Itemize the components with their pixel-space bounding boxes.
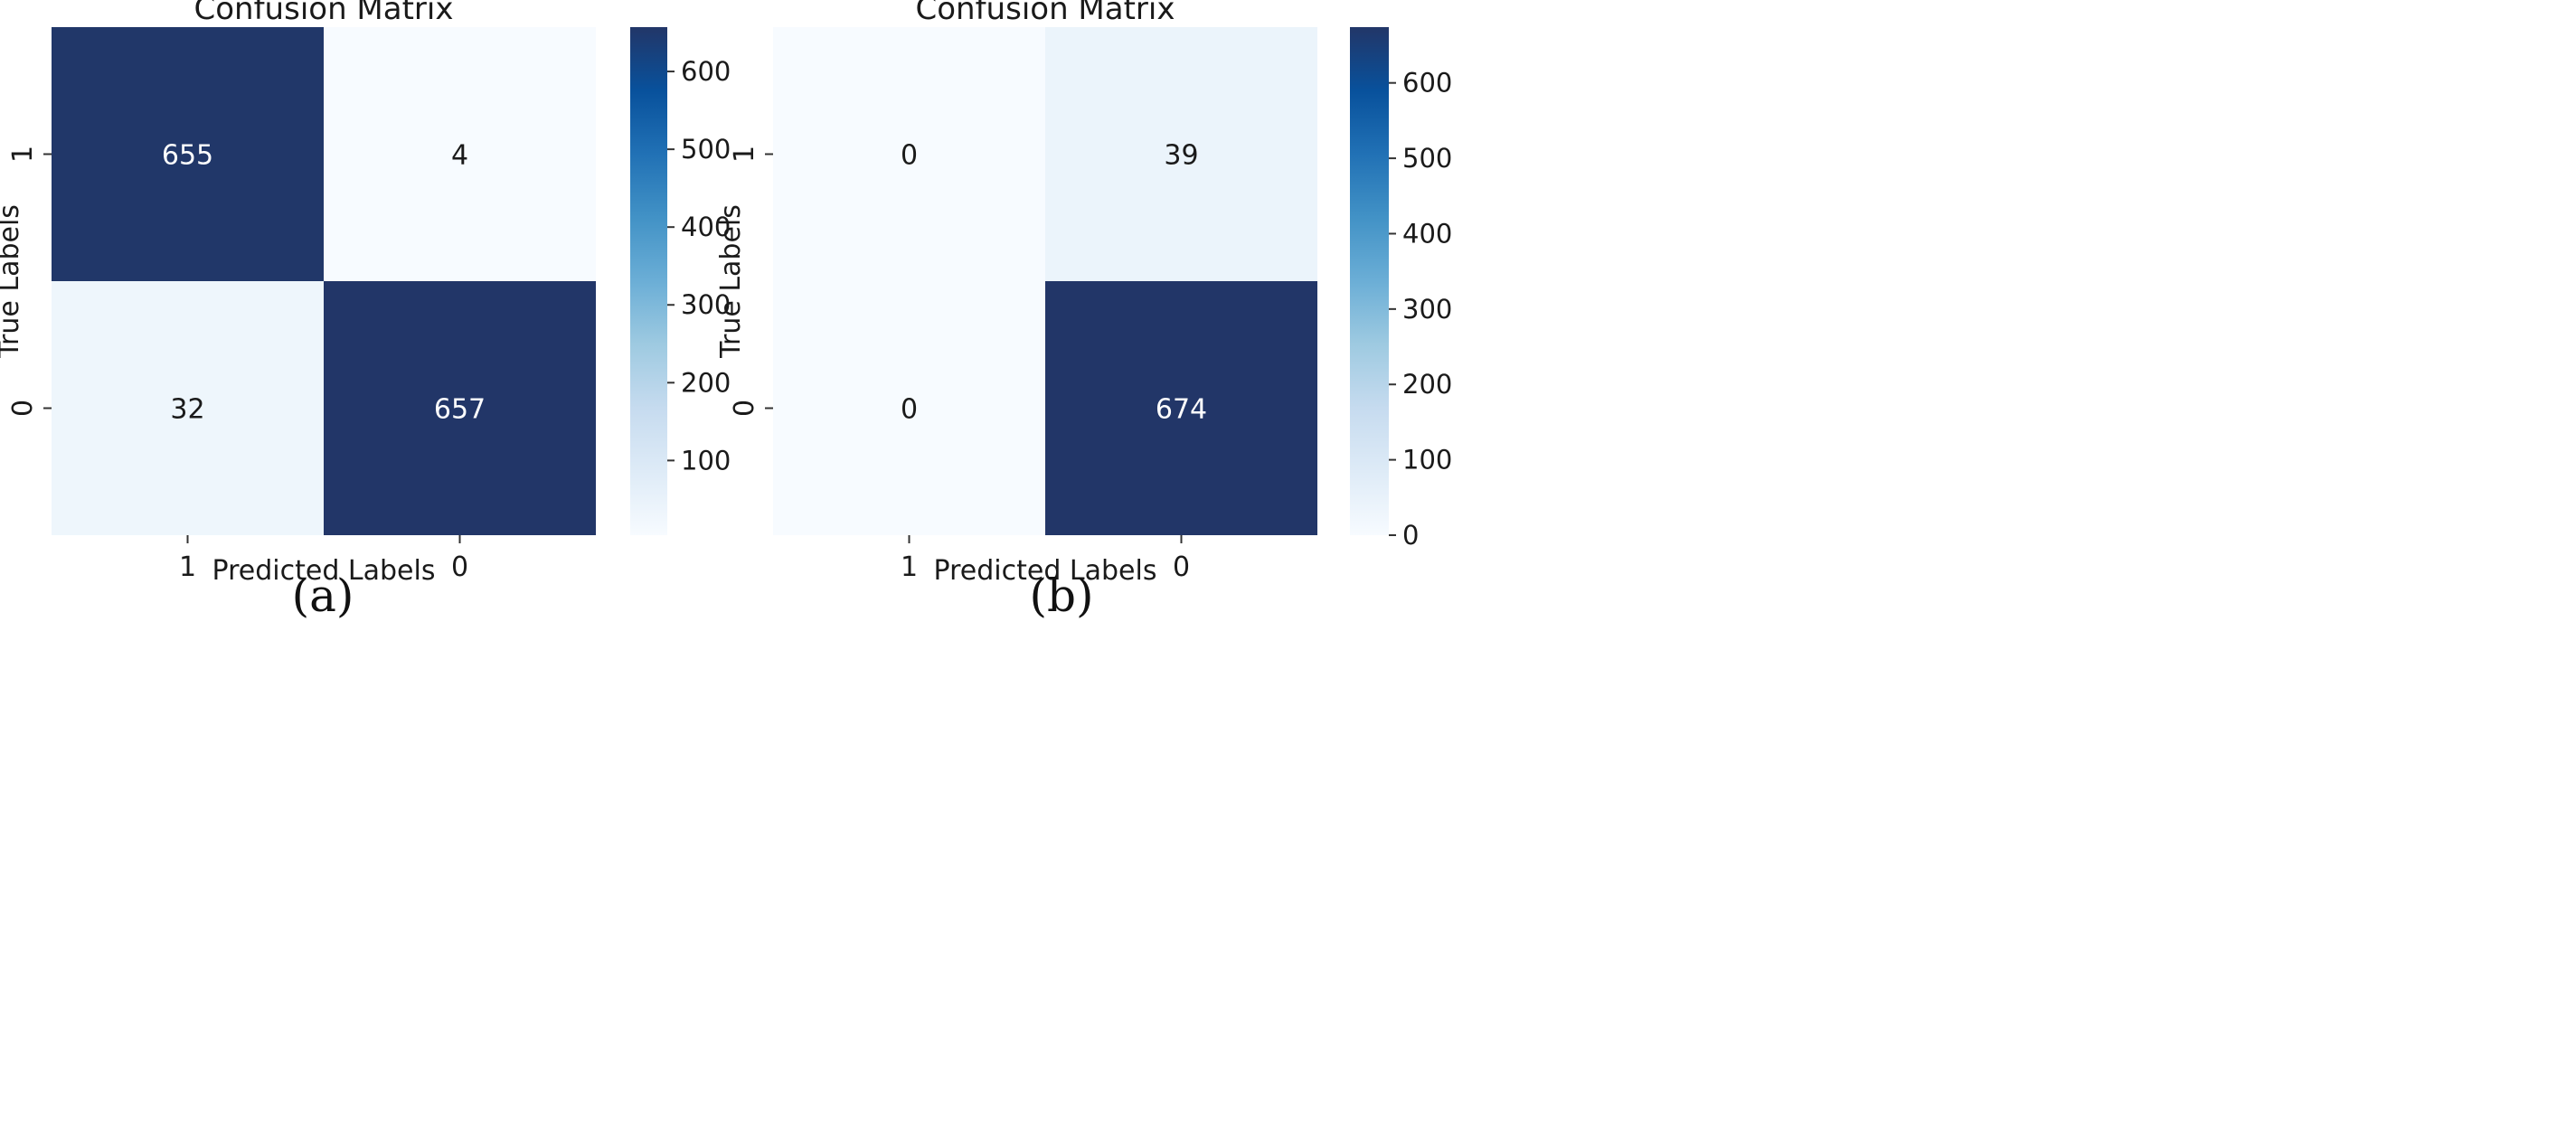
chart-title: Confusion Matrix — [916, 0, 1175, 27]
cell-value-label: 674 — [1156, 394, 1207, 426]
x-tick-label: 1 — [901, 551, 918, 583]
y-axis-label: True Labels — [0, 204, 25, 359]
y-tick-label: 0 — [7, 400, 39, 417]
colorbar-tick-label: 100 — [681, 445, 731, 476]
x-tick-label: 1 — [179, 551, 196, 583]
colorbar-tick-label: 100 — [1402, 445, 1452, 476]
heatmap-cell — [1045, 27, 1317, 281]
colorbar-tick-label: 200 — [1402, 369, 1452, 400]
heatmap-cell — [773, 281, 1045, 535]
colorbar-tick-label: 500 — [1402, 143, 1452, 174]
x-axis-label: Predicted Labels — [212, 555, 436, 587]
cell-value-label: 32 — [170, 394, 204, 426]
colorbar-tick-label: 400 — [681, 212, 731, 242]
heatmap-cell — [324, 27, 596, 281]
cell-value-label: 4 — [451, 140, 468, 172]
cell-value-label: 0 — [901, 394, 918, 426]
colorbar-tick-label: 300 — [1402, 294, 1452, 325]
heatmap-cell — [52, 281, 324, 535]
colorbar-tick-label: 600 — [681, 56, 731, 87]
colorbar — [630, 27, 667, 535]
colorbar-tick-label: 0 — [1402, 520, 1419, 551]
cell-value-label: 0 — [901, 140, 918, 172]
colorbar-tick-label: 600 — [1402, 68, 1452, 99]
chart-title: Confusion Matrix — [194, 0, 454, 27]
y-tick-label: 1 — [7, 146, 39, 163]
heatmap-cell — [52, 27, 324, 281]
panel-label: (a) — [292, 570, 354, 622]
x-tick-label: 0 — [1173, 551, 1190, 583]
heatmap-cell — [1045, 281, 1317, 535]
cell-value-label: 655 — [162, 140, 213, 172]
y-tick-label: 1 — [729, 146, 760, 163]
colorbar-tick-label: 500 — [681, 134, 731, 165]
y-axis-label: True Labels — [715, 204, 747, 359]
y-tick-label: 0 — [729, 400, 760, 417]
chart-panel-1: Confusion Matrix 0 39 0 674 1 0 1 0 Predicted Lab… — [715, 0, 1452, 622]
cell-value-label: 657 — [434, 394, 486, 426]
heatmap-cell — [773, 27, 1045, 281]
colorbar — [1350, 27, 1389, 535]
colorbar-tick-label: 200 — [681, 367, 731, 398]
colorbar-tick-label: 400 — [1402, 218, 1452, 249]
x-tick-label: 0 — [451, 551, 468, 583]
panel-label: (b) — [1029, 570, 1093, 622]
x-axis-label: Predicted Labels — [934, 555, 1157, 587]
cell-value-label: 39 — [1164, 140, 1198, 172]
colorbar-tick-label: 300 — [681, 289, 731, 320]
chart-panel-0: Confusion Matrix 655 4 32 657 1 0 1 0 Predicted L… — [0, 0, 731, 622]
heatmap-cell — [324, 281, 596, 535]
